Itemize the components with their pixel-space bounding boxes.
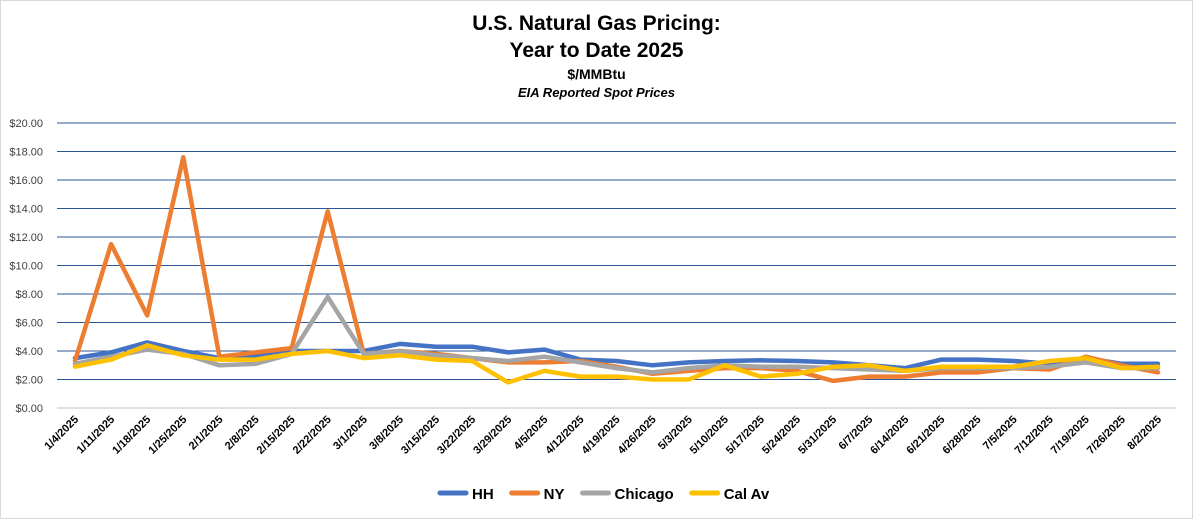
legend-label: HH [472, 486, 494, 503]
chart-source-note: EIA Reported Spot Prices [518, 85, 675, 100]
x-tick-label: 4/19/2025 [580, 414, 623, 457]
x-tick-label: 6/28/2025 [940, 414, 983, 457]
x-tick-label: 3/15/2025 [399, 414, 442, 457]
series-line-ny [72, 154, 1161, 384]
x-tick-label: 3/22/2025 [435, 414, 478, 457]
series-line-hh [72, 340, 1161, 371]
x-tick-label: 4/26/2025 [616, 414, 659, 457]
x-tick-label: 2/15/2025 [255, 414, 298, 457]
chart-title-line-2: Year to Date 2025 [509, 39, 684, 62]
chart-title-line-1: U.S. Natural Gas Pricing: [472, 12, 721, 35]
x-tick-label: 8/2/2025 [1125, 414, 1164, 453]
x-tick-label: 5/31/2025 [796, 414, 839, 457]
x-tick-label: 5/17/2025 [724, 414, 767, 457]
x-tick-label: 4/12/2025 [543, 414, 586, 457]
x-tick-label: 2/1/2025 [187, 414, 226, 453]
x-tick-label: 6/21/2025 [904, 414, 947, 457]
y-tick-label: $12.00 [9, 232, 43, 244]
x-tick-label: 5/24/2025 [760, 414, 803, 457]
x-tick-label: 6/14/2025 [868, 414, 911, 457]
y-tick-label: $16.00 [9, 175, 43, 187]
x-tick-label: 7/19/2025 [1049, 414, 1092, 457]
y-tick-label: $8.00 [15, 289, 43, 301]
x-tick-label: 7/26/2025 [1085, 414, 1128, 457]
y-tick-label: $4.00 [15, 346, 43, 358]
legend-label: Cal Av [724, 486, 770, 503]
series-line-cal-av [72, 343, 1161, 385]
y-tick-label: $6.00 [15, 318, 43, 330]
y-tick-label: $2.00 [15, 375, 43, 387]
x-tick-label: 3/1/2025 [331, 414, 370, 453]
y-tick-label: $14.00 [9, 204, 43, 216]
x-tick-label: 1/25/2025 [146, 414, 189, 457]
y-tick-label: $10.00 [9, 261, 43, 273]
x-tick-label: 5/10/2025 [688, 414, 731, 457]
chart-title-block: U.S. Natural Gas Pricing: Year to Date 2… [0, 10, 1193, 102]
chart-subtitle: $/MMBtu [567, 66, 626, 82]
y-tick-label: $20.00 [9, 118, 43, 130]
x-tick-label: 2/22/2025 [291, 414, 334, 457]
legend: HH NY Chicago Cal Av [437, 486, 770, 503]
x-tick-label: 3/29/2025 [471, 414, 514, 457]
legend-label: NY [544, 486, 565, 503]
y-tick-label: $18.00 [9, 147, 43, 159]
legend-label: Chicago [615, 486, 674, 503]
x-tick-label: 1/18/2025 [110, 414, 153, 457]
x-tick-label: 7/12/2025 [1013, 414, 1056, 457]
gridlines [57, 122, 1176, 409]
y-tick-label: $0.00 [15, 403, 43, 415]
